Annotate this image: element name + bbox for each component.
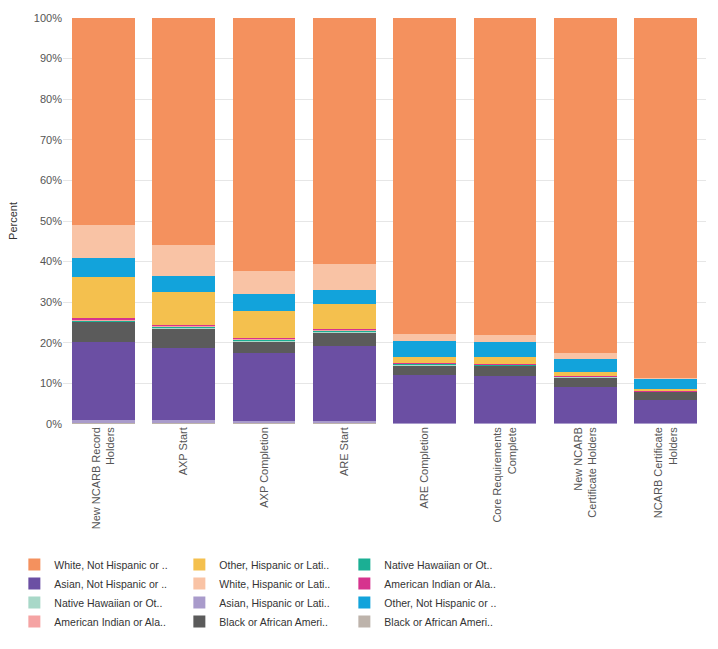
svg-text:Native Hawaiian or Ot..: Native Hawaiian or Ot.. — [54, 597, 162, 609]
svg-text:ARE Completion: ARE Completion — [418, 427, 430, 508]
svg-text:Other, Hispanic or Lati..: Other, Hispanic or Lati.. — [219, 559, 329, 571]
svg-text:100%: 100% — [34, 12, 62, 24]
svg-text:Black or African Ameri..: Black or African Ameri.. — [384, 616, 493, 628]
svg-text:10%: 10% — [40, 377, 62, 389]
svg-text:60%: 60% — [40, 174, 62, 186]
svg-text:White, Hispanic or Lati..: White, Hispanic or Lati.. — [219, 578, 330, 590]
svg-text:Core RequirementsComplete: Core RequirementsComplete — [491, 427, 517, 523]
svg-text:20%: 20% — [40, 337, 62, 349]
svg-text:New NCARB RecordHolders: New NCARB RecordHolders — [90, 427, 116, 530]
svg-text:30%: 30% — [40, 296, 62, 308]
svg-text:40%: 40% — [40, 255, 62, 267]
svg-text:70%: 70% — [40, 134, 62, 146]
svg-text:American Indian or Ala..: American Indian or Ala.. — [384, 578, 495, 590]
svg-text:Asian, Not Hispanic or ..: Asian, Not Hispanic or .. — [54, 578, 167, 590]
svg-text:AXP Completion: AXP Completion — [258, 427, 270, 508]
svg-text:Percent: Percent — [7, 202, 19, 240]
svg-text:NCARB CertificateHolders: NCARB CertificateHolders — [652, 427, 678, 519]
svg-text:American Indian or Ala..: American Indian or Ala.. — [54, 616, 165, 628]
svg-text:ARE Start: ARE Start — [338, 427, 350, 476]
svg-text:0%: 0% — [46, 418, 62, 430]
svg-text:80%: 80% — [40, 93, 62, 105]
svg-text:White, Not Hispanic or ..: White, Not Hispanic or .. — [54, 559, 167, 571]
svg-text:AXP Start: AXP Start — [177, 427, 189, 475]
svg-text:50%: 50% — [40, 215, 62, 227]
svg-text:Native Hawaiian or Ot..: Native Hawaiian or Ot.. — [384, 559, 492, 571]
svg-text:Asian, Hispanic or Lati..: Asian, Hispanic or Lati.. — [219, 597, 329, 609]
svg-text:90%: 90% — [40, 52, 62, 64]
svg-text:Black or African Ameri..: Black or African Ameri.. — [219, 616, 328, 628]
svg-text:New NCARBCertificate Holders: New NCARBCertificate Holders — [572, 427, 598, 518]
svg-text:Other, Not Hispanic or ..: Other, Not Hispanic or .. — [384, 597, 496, 609]
